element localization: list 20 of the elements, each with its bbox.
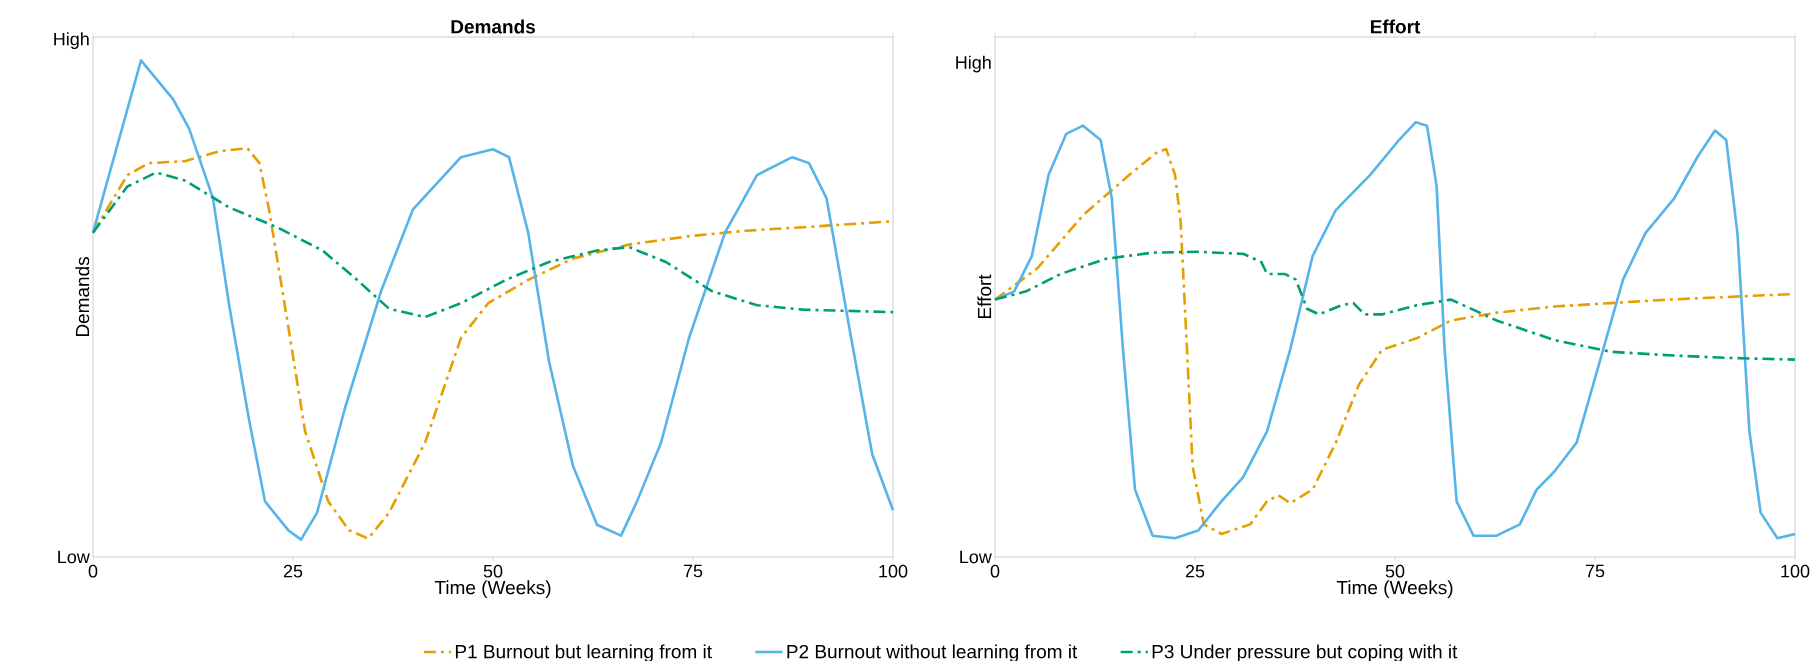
x-axis-title: Time (Weeks) [1336,580,1453,599]
chart-title: Effort [1370,19,1421,34]
text: Low [960,550,992,564]
x-tick-label: 100 [1781,564,1810,578]
text: Low [58,550,90,564]
x-tick-label: 100 [879,564,908,578]
y-axis-title: Demands [75,257,90,337]
x-tick-label: 25 [1185,564,1205,578]
chart-title: Demands [451,19,535,34]
x-tick-label: 50 [483,564,503,578]
text: High [54,32,89,50]
x-axis-title: Time (Weeks) [434,580,551,599]
x-tick-label: 50 [1385,564,1405,578]
x-tick-label: 75 [683,564,703,578]
y-axis-title: Effort [977,274,992,318]
text: High [956,55,991,73]
x-tick-label: 0 [990,564,1000,578]
x-tick-label: 25 [283,564,303,578]
x-tick-label: 0 [88,564,98,578]
x-tick-label: 75 [1585,564,1605,578]
